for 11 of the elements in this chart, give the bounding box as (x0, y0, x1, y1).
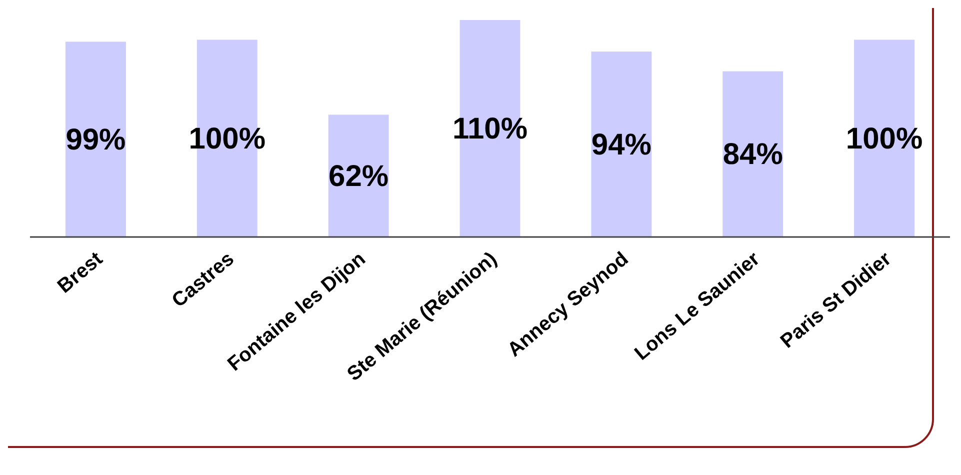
data-label: 94% (591, 128, 652, 162)
data-label: 84% (722, 138, 783, 172)
data-label: 110% (452, 112, 528, 146)
data-label: 99% (66, 123, 126, 156)
data-label: 100% (846, 122, 923, 156)
data-label: 100% (188, 122, 266, 156)
data-label: 62% (328, 160, 389, 193)
bar (722, 71, 784, 237)
bar (65, 42, 126, 237)
bar (328, 114, 389, 237)
bar (591, 52, 652, 237)
